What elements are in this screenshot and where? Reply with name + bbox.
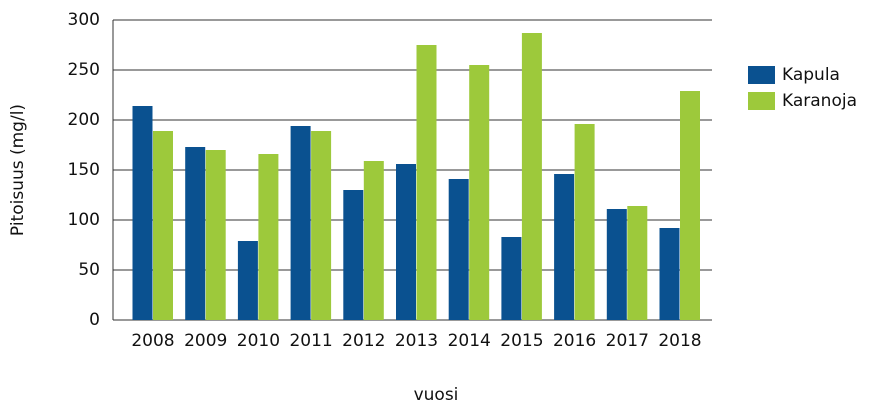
y-tick-label: 50	[78, 260, 100, 280]
legend-label: Karanoja	[782, 91, 857, 111]
bar	[290, 126, 311, 320]
bar	[343, 190, 364, 320]
bar	[501, 237, 522, 320]
bar	[258, 154, 279, 320]
legend-label: Kapula	[782, 65, 840, 85]
bar	[659, 228, 680, 320]
bar	[680, 91, 700, 320]
y-tick-label: 250	[68, 60, 100, 80]
bar	[311, 131, 332, 320]
y-axis-label: Pitoisuus (mg/l)	[8, 104, 28, 236]
bar	[521, 33, 542, 320]
bar	[574, 124, 595, 320]
x-tick-label: 2009	[184, 331, 227, 351]
legend-swatch	[748, 66, 775, 84]
bar	[205, 150, 226, 320]
bar	[237, 241, 258, 320]
y-tick-label: 200	[68, 110, 100, 130]
x-axis-label: vuosi	[414, 385, 459, 404]
bar	[448, 179, 469, 320]
x-tick-label: 2014	[448, 331, 491, 351]
y-tick-label: 300	[68, 10, 100, 30]
x-tick-label: 2012	[342, 331, 385, 351]
y-tick-label: 100	[68, 210, 100, 230]
x-tick-label: 2013	[395, 331, 438, 351]
bar	[554, 174, 575, 320]
x-tick-label: 2015	[500, 331, 543, 351]
y-tick-label: 0	[89, 310, 100, 330]
bar	[396, 164, 416, 320]
x-tick-label: 2018	[658, 331, 701, 351]
legend-swatch	[748, 92, 775, 110]
bar	[363, 161, 384, 320]
bar	[153, 131, 173, 320]
bar	[416, 45, 437, 320]
x-tick-label: 2011	[289, 331, 332, 351]
x-tick-label: 2016	[553, 331, 596, 351]
bar	[132, 106, 153, 320]
bar	[185, 147, 206, 320]
x-tick-label: 2017	[606, 331, 649, 351]
x-tick-label: 2010	[237, 331, 280, 351]
y-tick-label: 150	[68, 160, 100, 180]
bar	[606, 209, 627, 320]
bar	[627, 206, 648, 320]
bar	[469, 65, 490, 320]
x-tick-label: 2008	[131, 331, 174, 351]
